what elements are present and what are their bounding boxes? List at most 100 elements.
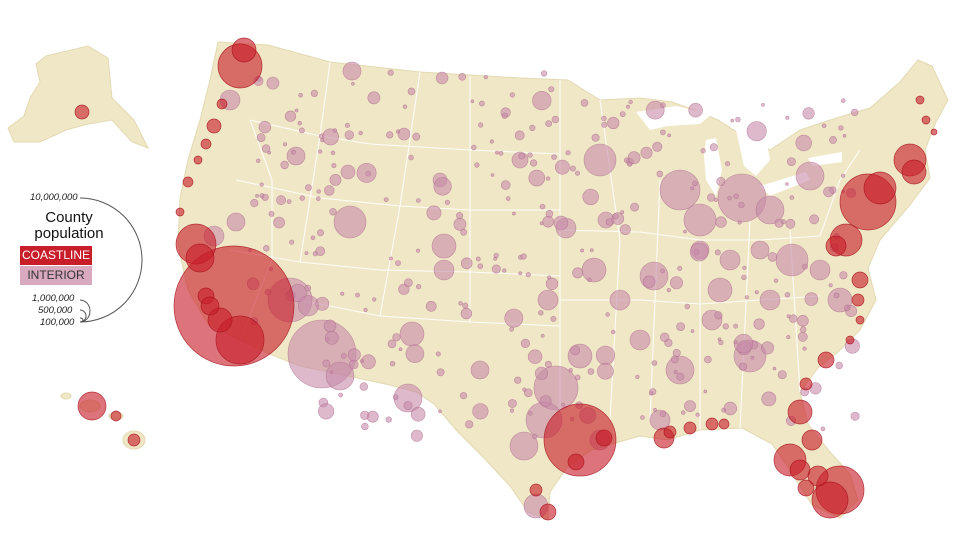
interior-county-bubble (714, 249, 721, 256)
interior-county-bubble (416, 248, 421, 253)
interior-county-bubble (518, 152, 526, 160)
interior-county-bubble (821, 123, 827, 129)
interior-county-bubble (402, 104, 408, 109)
interior-county-bubble (580, 248, 585, 253)
interior-county-bubble (344, 122, 350, 128)
interior-county-bubble (399, 321, 425, 347)
interior-county-bubble (509, 431, 539, 461)
interior-county-bubble (250, 199, 259, 208)
interior-county-bubble (733, 193, 739, 199)
interior-county-bubble (267, 150, 272, 155)
interior-county-bubble (761, 103, 765, 107)
interior-county-bubble (297, 295, 319, 317)
interior-county-bubble (470, 360, 490, 380)
interior-county-bubble (601, 115, 607, 122)
interior-county-bubble (495, 150, 499, 155)
interior-county-bubble (802, 263, 808, 270)
interior-county-bubble (355, 292, 360, 298)
interior-county-bubble (435, 351, 441, 357)
interior-county-bubble (551, 115, 560, 124)
interior-county-bubble (820, 426, 826, 432)
interior-county-bubble (478, 122, 484, 128)
interior-county-bubble (425, 300, 437, 312)
interior-county-bubble (797, 314, 809, 327)
interior-county-bubble (433, 177, 452, 196)
interior-county-bubble (298, 127, 305, 134)
interior-county-bubble (683, 229, 687, 234)
interior-county-bubble (707, 277, 733, 303)
interior-county-bubble (840, 98, 846, 103)
alaska-landmass (7, 45, 150, 149)
interior-county-bubble (802, 107, 815, 120)
coastline-county-bubble (789, 459, 811, 481)
interior-county-bubble (322, 128, 340, 146)
interior-county-bubble (676, 322, 685, 331)
interior-county-bubble (737, 220, 742, 225)
interior-county-bubble (759, 289, 781, 311)
coastline-county-bubble (801, 429, 823, 451)
interior-county-bubble (426, 205, 442, 221)
interior-county-bubble (410, 429, 423, 442)
interior-county-bubble (344, 130, 354, 140)
interior-county-bubble (290, 149, 296, 155)
hawaii-island-1 (60, 392, 72, 400)
interior-county-bubble (330, 150, 336, 156)
interior-county-bubble (619, 111, 626, 117)
interior-county-bubble (623, 157, 630, 163)
legend-scale-arcs (79, 197, 143, 323)
interior-county-bubble (850, 411, 860, 421)
interior-county-bubble (489, 139, 495, 144)
interior-county-bubble (436, 368, 445, 377)
interior-county-bubble (340, 291, 345, 296)
interior-county-bubble (570, 345, 580, 356)
interior-county-bubble (640, 146, 653, 159)
interior-county-bubble (490, 173, 495, 177)
interior-county-bubble (383, 197, 389, 202)
coastline-county-bubble (231, 37, 257, 63)
interior-county-bubble (574, 374, 581, 381)
interior-county-bubble (299, 195, 305, 201)
interior-county-bubble (629, 329, 651, 351)
interior-county-bubble (356, 162, 377, 183)
coastline-county-bubble (718, 418, 730, 430)
interior-county-bubble (660, 129, 666, 136)
interior-county-bubble (504, 308, 524, 328)
interior-county-bubble (789, 195, 795, 200)
interior-county-bubble (677, 265, 683, 271)
lake-huron (736, 130, 770, 176)
interior-county-bubble (527, 349, 543, 364)
interior-county-bubble (601, 121, 608, 128)
interior-county-bubble (582, 188, 599, 206)
interior-county-bubble (591, 133, 600, 142)
interior-county-bubble (828, 283, 833, 288)
interior-county-bubble (789, 314, 798, 323)
interior-county-bubble (835, 361, 843, 370)
interior-county-bubble (833, 292, 840, 299)
interior-county-bubble (324, 185, 335, 196)
coastline-county-bubble (705, 417, 719, 431)
interior-county-bubble (539, 203, 546, 210)
interior-county-bubble (684, 400, 696, 412)
coastline-county-bubble (855, 315, 865, 325)
interior-county-bubble (316, 229, 324, 237)
interior-county-bubble (329, 370, 334, 375)
interior-county-bubble (520, 253, 527, 260)
interior-county-bubble (568, 368, 573, 373)
interior-county-bubble (787, 157, 796, 166)
interior-county-bubble (444, 199, 451, 205)
legend-arc-10m (79, 197, 143, 323)
interior-county-bubble (689, 242, 709, 262)
interior-county-bubble (777, 370, 787, 380)
coastline-county-bubble (807, 465, 829, 487)
interior-county-bubble (527, 152, 533, 158)
interior-county-bubble (268, 210, 275, 217)
interior-county-bubble (276, 195, 286, 206)
interior-county-bubble (607, 116, 620, 130)
interior-county-bubble (722, 323, 729, 330)
interior-county-bubble (673, 370, 678, 375)
interior-county-bubble (609, 289, 631, 311)
interior-county-bubble (542, 215, 555, 228)
interior-county-bubble (587, 277, 592, 282)
interior-county-bubble (263, 245, 270, 252)
interior-county-bubble (648, 391, 654, 396)
